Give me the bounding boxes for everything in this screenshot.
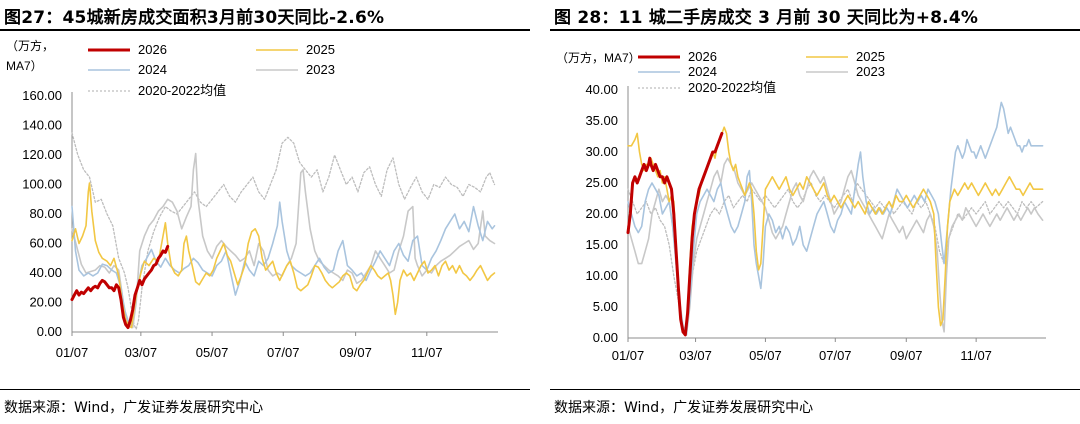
series-line-2026 <box>626 131 724 337</box>
y-tick-label: 80.00 <box>29 206 62 221</box>
x-tick-label: 05/07 <box>196 345 229 360</box>
source-divider <box>550 389 1080 390</box>
figure-title: 图 28：11 城二手房成交 3 月前 30 天同比为+8.4% <box>554 8 979 28</box>
figure-title: 图27：45城新房成交面积3月前30天同比-2.6% <box>4 8 385 28</box>
unit-label: （万方，MA7） <box>556 50 641 65</box>
y-tick-label: 100.00 <box>22 177 62 192</box>
series-line-2023 <box>627 157 1044 336</box>
y-tick-label: 25.00 <box>585 175 618 190</box>
x-tick-label: 03/07 <box>679 348 712 363</box>
y-tick-label: 15.00 <box>585 237 618 252</box>
x-tick-label: 11/07 <box>960 348 992 363</box>
y-tick-label: 160.00 <box>22 88 62 103</box>
y-tick-label: 30.00 <box>585 144 618 159</box>
legend-label: 2026 <box>688 49 717 64</box>
series-line-2026 <box>70 244 170 330</box>
legend-label: 2020-2022均值 <box>138 83 226 98</box>
legend-label: 2026 <box>138 42 167 57</box>
y-tick-label: 40.00 <box>585 82 618 97</box>
y-tick-label: 140.00 <box>22 118 62 133</box>
y-tick-label: 20.00 <box>585 206 618 221</box>
x-tick-label: 07/07 <box>267 345 300 360</box>
unit-label: （万方， <box>6 38 54 53</box>
unit-label: MA7） <box>6 59 43 73</box>
series-line-2025 <box>71 182 496 329</box>
series-line-2024 <box>627 101 1044 336</box>
y-tick-label: 120.00 <box>22 147 62 162</box>
legend-label: 2024 <box>688 64 717 79</box>
x-tick-label: 11/07 <box>411 345 443 360</box>
legend-label: 2025 <box>306 42 335 57</box>
y-tick-label: 0.00 <box>593 330 618 345</box>
legend-label: 2020-2022均值 <box>688 80 776 95</box>
x-tick-label: 05/07 <box>749 348 782 363</box>
x-tick-label: 01/07 <box>56 345 89 360</box>
chart-panel-new-homes: 图27：45城新房成交面积3月前30天同比-2.6% （万方， MA7） 0.00 2… <box>0 0 530 424</box>
x-tick-label: 09/07 <box>890 348 923 363</box>
source-divider <box>0 389 530 390</box>
source-note: 数据来源：Wind，广发证券发展研究中心 <box>554 400 814 416</box>
legend-label: 2023 <box>306 62 335 77</box>
y-tick-label: 40.00 <box>29 265 62 280</box>
figure-title-bar: 图27：45城新房成交面积3月前30天同比-2.6% <box>0 0 530 31</box>
line-chart: （万方，MA7） 0.00 5.00 10.00 15.00 20.00 25.00 30.0… <box>556 49 1046 363</box>
line-chart: （万方， MA7） 0.00 20.00 40.00 60.00 80.00 100.00 12… <box>6 38 498 360</box>
y-tick-label: 60.00 <box>29 236 62 251</box>
x-tick-label: 07/07 <box>819 348 852 363</box>
legend-label: 2024 <box>138 62 167 77</box>
y-tick-label: 5.00 <box>593 299 618 314</box>
source-note: 数据来源：Wind，广发证券发展研究中心 <box>4 400 264 416</box>
chart-panel-second-hand: 图 28：11 城二手房成交 3 月前 30 天同比为+8.4% （万方，MA7… <box>550 0 1080 424</box>
series-line-2020-2022均值 <box>71 132 496 330</box>
y-tick-label: 35.00 <box>585 113 618 128</box>
y-tick-label: 0.00 <box>37 324 62 339</box>
legend-label: 2025 <box>856 49 885 64</box>
y-tick-label: 20.00 <box>29 295 62 310</box>
figure-title-bar: 图 28：11 城二手房成交 3 月前 30 天同比为+8.4% <box>550 0 1080 31</box>
x-tick-label: 01/07 <box>612 348 645 363</box>
x-tick-label: 09/07 <box>339 345 372 360</box>
y-tick-label: 10.00 <box>585 268 618 283</box>
x-tick-label: 03/07 <box>125 345 158 360</box>
legend-label: 2023 <box>856 64 885 79</box>
